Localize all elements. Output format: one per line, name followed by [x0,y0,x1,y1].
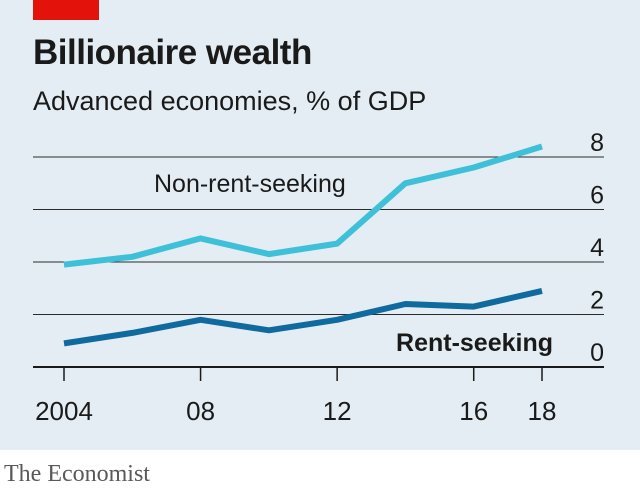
series-label-non-rent-seeking: Non-rent-seeking [154,170,346,198]
data-point [198,235,204,241]
data-point [266,327,272,333]
line-chart: 0 2 4 6 8 2004 08 12 16 18 Non-rent-seeking Rent-se… [33,129,604,426]
series-line-non-rent-seeking [63,143,543,268]
series-label-rent-seeking: Rent-seeking [396,329,553,357]
data-point [334,241,340,247]
data-point [198,317,204,323]
data-point [334,317,340,323]
chart-panel [0,0,640,450]
x-tick-label: 16 [459,396,488,426]
chart-title: Billionaire wealth [33,33,312,72]
y-tick-label: 0 [590,339,604,367]
x-tick-label: 18 [528,396,557,426]
y-tick-label: 6 [590,182,604,210]
x-tick-label: 12 [323,396,352,426]
x-tick-label: 2004 [35,396,93,426]
data-point [61,262,67,268]
data-point [129,254,135,260]
y-tick-label: 4 [590,234,604,262]
x-tick-label: 08 [186,396,215,426]
data-point [402,301,408,307]
series-line-rent-seeking [63,287,543,347]
data-point [539,144,545,150]
data-point [539,288,545,294]
chart-subtitle: Advanced economies, % of GDP [33,86,427,116]
y-tick-label: 2 [590,287,604,315]
data-point [402,180,408,186]
data-point [266,251,272,257]
data-point [61,340,67,346]
source-credit: The Economist [4,461,150,487]
data-point [129,330,135,336]
brand-tag [33,0,99,20]
y-tick-label: 8 [590,129,604,157]
data-point [471,304,477,310]
data-point [471,165,477,171]
